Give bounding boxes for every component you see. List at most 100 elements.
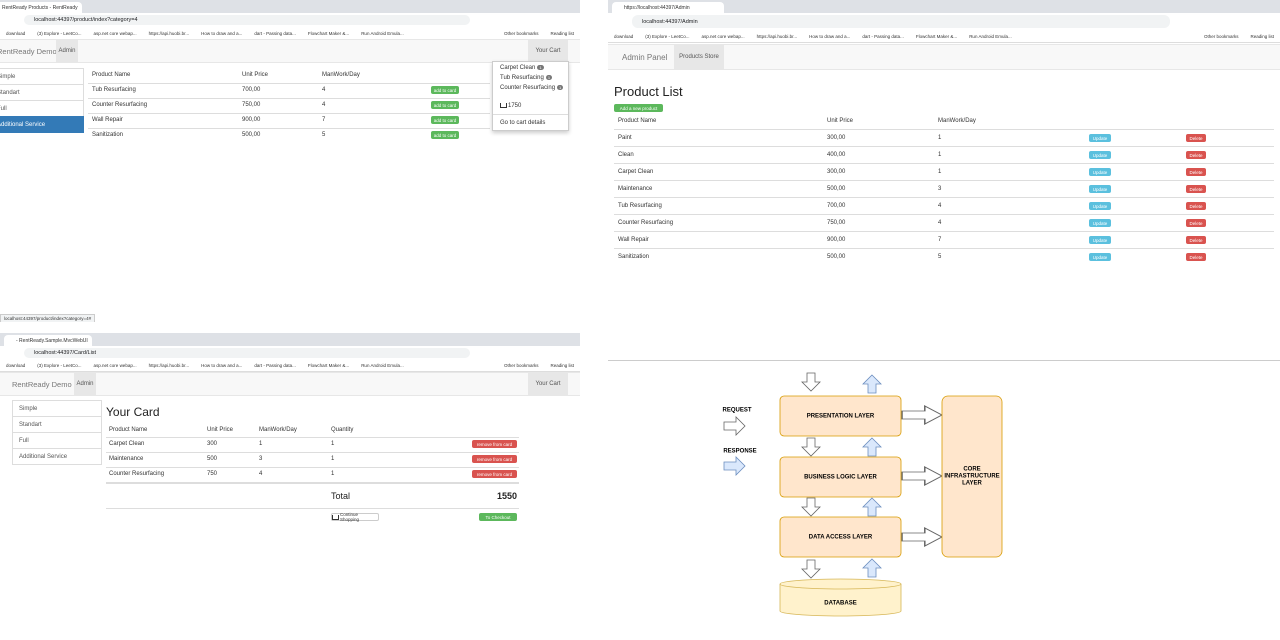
category-link[interactable]: Additional Service xyxy=(12,448,102,465)
bookmark[interactable]: dart - Passing data... xyxy=(254,30,296,36)
url[interactable]: localhost:44397/Card/List xyxy=(24,348,470,358)
bookmark[interactable]: Reading list xyxy=(550,30,574,36)
bookmark[interactable]: Reading list xyxy=(550,363,574,368)
update-button[interactable]: Update xyxy=(1089,236,1111,244)
table-cell: Clean xyxy=(618,152,634,158)
cart-window: - RentReady.Sample.MvcWebUI localhost:443… xyxy=(0,333,580,640)
bookmark[interactable]: download xyxy=(6,30,26,36)
continue-shopping-button[interactable]: Continue Shopping xyxy=(331,512,379,522)
bookmark[interactable]: asp.net core webap... xyxy=(93,30,137,36)
row-line xyxy=(106,467,519,468)
remove-button[interactable]: remove from card xyxy=(472,455,517,463)
cart-dropdown[interactable]: Your Cart xyxy=(528,373,568,395)
bookmark[interactable]: Run Android Emula... xyxy=(361,363,404,368)
remove-button[interactable]: remove from card xyxy=(472,440,517,448)
add-to-card-button[interactable]: add to card xyxy=(431,131,459,139)
update-button[interactable]: Update xyxy=(1089,219,1111,227)
bookmark[interactable]: download xyxy=(614,33,634,39)
add-to-card-button[interactable]: add to card xyxy=(431,101,459,109)
bookmark[interactable]: How to draw and a... xyxy=(201,363,243,368)
browser-tab[interactable]: RentReady Products - RentReady xyxy=(0,2,82,13)
bookmark[interactable]: dart - Passing data... xyxy=(254,363,296,368)
bookmark[interactable]: asp.net core webap... xyxy=(93,363,137,368)
bookmark[interactable]: (3) Explore - LeetCo... xyxy=(37,363,82,368)
table-cell: 4 xyxy=(322,102,326,108)
brand[interactable]: RentReady Demo xyxy=(0,46,57,56)
bookmark[interactable]: (3) Explore - LeetCo... xyxy=(645,33,690,39)
bookmarks-bar: download (3) Explore - LeetCo... asp.net c… xyxy=(608,30,1280,43)
bookmark[interactable]: Other bookmarks xyxy=(1203,33,1239,39)
bookmark[interactable]: Other bookmarks xyxy=(503,363,539,368)
bookmark[interactable]: download xyxy=(6,363,26,368)
table-cell: 500 xyxy=(207,456,218,462)
cart-item[interactable]: Carpet Clean 1 xyxy=(500,65,544,71)
browser-tab[interactable]: - RentReady.Sample.MvcWebUI xyxy=(4,335,92,346)
add-product-button[interactable]: Add a new product xyxy=(614,104,663,112)
url[interactable]: localhost:44397/product/index?category=4 xyxy=(24,15,470,25)
nav-link[interactable]: Products Store xyxy=(674,45,724,69)
bookmark[interactable]: How to draw and a... xyxy=(201,30,243,36)
table-cell: 4 xyxy=(938,220,942,226)
bookmark[interactable]: asp.net core webap... xyxy=(701,33,745,39)
down-arrow xyxy=(801,372,821,392)
brand[interactable]: Admin Panel xyxy=(622,52,668,62)
add-to-card-button[interactable]: add to card xyxy=(431,86,459,94)
delete-button[interactable]: Delete xyxy=(1186,202,1206,210)
bookmark[interactable]: Run Android Emula... xyxy=(361,30,404,36)
bookmark[interactable]: Other bookmarks xyxy=(503,30,539,36)
bookmark[interactable]: Flowchart Maker &... xyxy=(307,30,350,36)
delete-button[interactable]: Delete xyxy=(1186,134,1206,142)
add-to-card-button[interactable]: add to card xyxy=(431,116,459,124)
bookmark[interactable]: dart - Passing data... xyxy=(862,33,904,39)
category-link[interactable]: Simple xyxy=(0,68,84,85)
bookmark[interactable]: https://api.huobi.br... xyxy=(148,30,190,36)
category-link[interactable]: Standart xyxy=(0,84,84,101)
admin-window: https://localhost:44397/Admin localhost:4… xyxy=(608,0,1280,300)
checkout-button[interactable]: To Checkout xyxy=(479,513,517,521)
remove-button[interactable]: remove from card xyxy=(472,470,517,478)
delete-button[interactable]: Delete xyxy=(1186,151,1206,159)
bookmark[interactable]: Run Android Emula... xyxy=(969,33,1012,39)
cart-item-count: 1 xyxy=(545,75,553,80)
url[interactable]: localhost:44397/Admin xyxy=(632,15,1170,28)
brand[interactable]: RentReady Demo xyxy=(12,379,72,389)
delete-button[interactable]: Delete xyxy=(1186,219,1206,227)
bookmark[interactable]: https://api.huobi.br... xyxy=(756,33,798,39)
category-link[interactable]: Full xyxy=(0,100,84,117)
table-cell: 1 xyxy=(938,152,942,158)
cart-item[interactable]: Tub Resurfacing 1 xyxy=(500,75,553,81)
core-box xyxy=(941,395,1003,558)
table-cell: 500,00 xyxy=(827,186,846,192)
bookmark[interactable]: https://api.huobi.br... xyxy=(148,363,190,368)
update-button[interactable]: Update xyxy=(1089,253,1111,261)
cart-dropdown[interactable]: Your Cart xyxy=(528,40,568,62)
bookmark[interactable]: How to draw and a... xyxy=(809,33,851,39)
category-link[interactable]: Full xyxy=(12,432,102,449)
nav-link[interactable]: Admin xyxy=(74,373,96,395)
delete-button[interactable]: Delete xyxy=(1186,253,1206,261)
bookmark[interactable]: (3) Explore - LeetCo... xyxy=(37,30,82,36)
update-button[interactable]: Update xyxy=(1089,151,1111,159)
bookmark[interactable]: Flowchart Maker &... xyxy=(307,363,350,368)
layer-label: PRESENTATION LAYER xyxy=(807,414,875,420)
delete-button[interactable]: Delete xyxy=(1186,185,1206,193)
delete-button[interactable]: Delete xyxy=(1186,236,1206,244)
right-arrow xyxy=(901,405,943,425)
category-link[interactable]: Standart xyxy=(12,416,102,433)
browser-tab[interactable]: https://localhost:44397/Admin xyxy=(612,2,724,13)
category-link[interactable]: Simple xyxy=(12,400,102,417)
cart-details-link[interactable]: Go to cart details xyxy=(500,120,546,126)
nav-link[interactable]: Admin xyxy=(56,40,78,62)
update-button[interactable]: Update xyxy=(1089,134,1111,142)
category-link[interactable]: Additional Service xyxy=(0,116,84,133)
cart-item[interactable]: Counter Resurfacing 1 xyxy=(500,85,564,91)
delete-button[interactable]: Delete xyxy=(1186,168,1206,176)
bookmark[interactable]: Flowchart Maker &... xyxy=(915,33,958,39)
update-button[interactable]: Update xyxy=(1089,185,1111,193)
update-button[interactable]: Update xyxy=(1089,202,1111,210)
update-button[interactable]: Update xyxy=(1089,168,1111,176)
bookmark[interactable]: Reading list xyxy=(1250,33,1274,39)
cart-item-name: Carpet Clean xyxy=(500,65,536,71)
row-line xyxy=(614,231,1274,232)
